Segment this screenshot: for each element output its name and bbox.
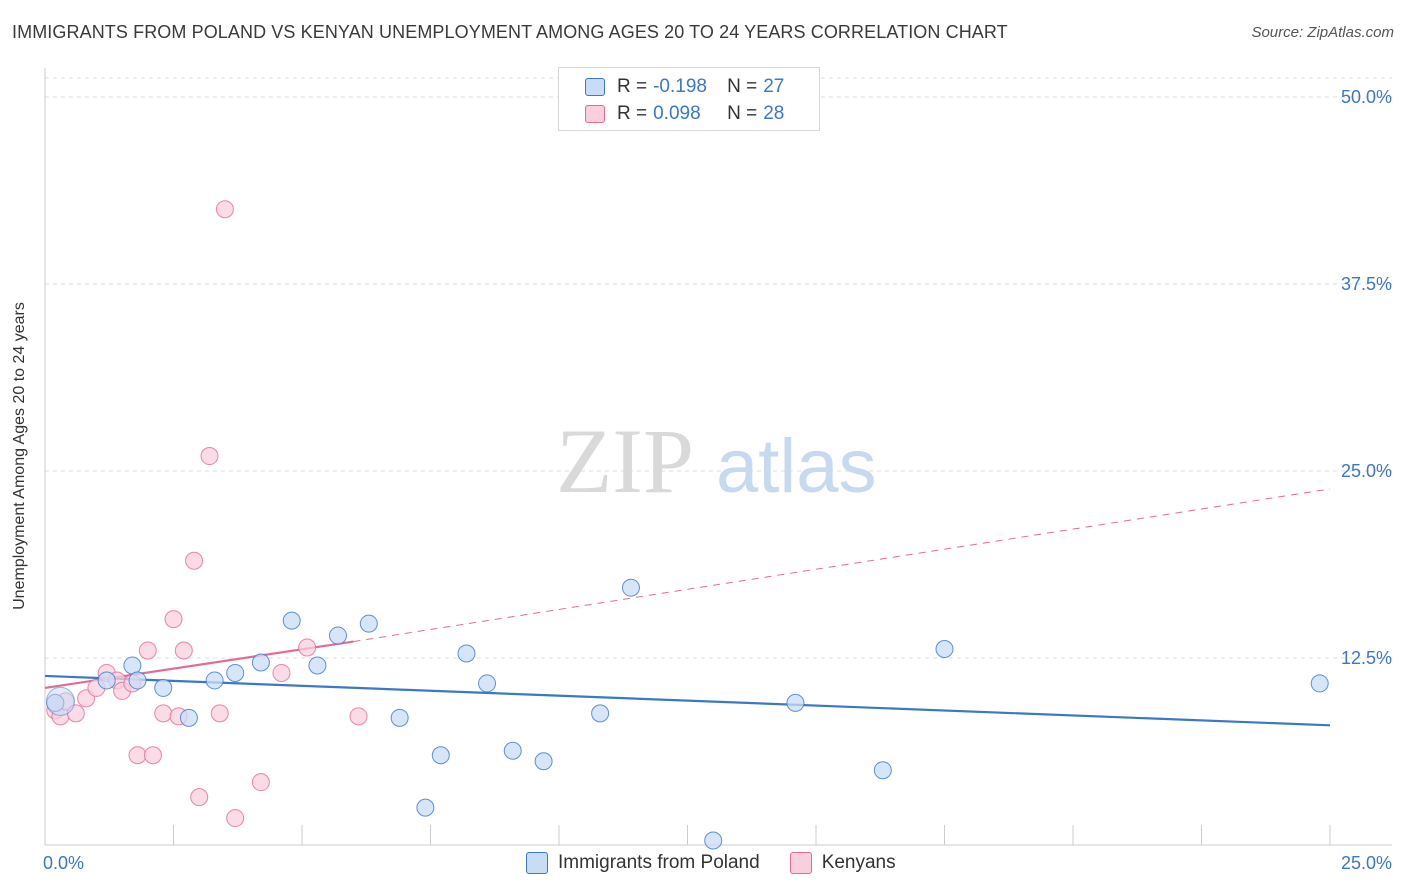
y-tick-label: 37.5% <box>1341 274 1392 294</box>
kenyans-point <box>226 809 245 828</box>
y-axis-title-text: Unemployment Among Ages 20 to 24 years <box>11 302 28 610</box>
trend-layer <box>44 488 1331 727</box>
x-tick-label: 25.0% <box>1341 853 1392 873</box>
y-tick-label: 12.5% <box>1341 648 1392 668</box>
kenyans-point <box>185 551 204 570</box>
poland-point <box>154 678 173 697</box>
n-value: 28 <box>763 103 785 124</box>
kenyans-legend-swatch <box>789 852 812 874</box>
legend-label-kenyans: Kenyans <box>821 852 896 873</box>
legend-item-kenyans[interactable]: Kenyans <box>789 852 896 874</box>
kenyans-point <box>251 773 270 792</box>
kenyans-point <box>215 200 234 219</box>
y-tick-label: 25.0% <box>1341 461 1392 481</box>
points-layer <box>45 200 1329 850</box>
poland-point <box>328 626 347 645</box>
legend-row-poland: R = -0.198 N = 27 <box>585 74 784 100</box>
n-label: N = <box>727 103 758 124</box>
poland-point <box>123 656 142 675</box>
chart-title: IMMIGRANTS FROM POLAND VS KENYAN UNEMPLO… <box>12 22 1008 42</box>
poland-point <box>179 708 198 727</box>
watermark-zip: ZIP <box>556 410 694 512</box>
poland-point <box>534 752 553 771</box>
kenyans-trend-line-dashed <box>353 488 1331 643</box>
r-value: 0.098 <box>653 103 701 124</box>
kenyans-point <box>210 704 229 723</box>
poland-point <box>591 704 610 723</box>
poland-point <box>416 798 435 817</box>
kenyans-point <box>164 610 183 629</box>
x-tick-label: 0.0% <box>43 853 84 873</box>
poland-point <box>390 708 409 727</box>
poland-point <box>478 674 497 693</box>
poland-point <box>935 640 954 659</box>
kenyans-point <box>138 641 157 660</box>
series-legend: Immigrants from Poland Kenyans <box>526 852 926 874</box>
kenyans-point <box>349 707 368 726</box>
kenyans-point <box>128 746 147 765</box>
poland-point <box>457 644 476 663</box>
poland-point <box>873 761 892 780</box>
r-value: -0.198 <box>653 76 707 97</box>
poland-point <box>251 653 270 672</box>
watermark: ZIP atlas <box>556 410 877 512</box>
poland-point <box>128 671 147 690</box>
poland-point <box>308 656 327 675</box>
kenyans-point <box>272 663 291 682</box>
y-tick-label: 50.0% <box>1341 87 1392 107</box>
r-label: R = <box>617 103 648 124</box>
poland-legend-swatch <box>526 852 548 874</box>
poland-point <box>205 671 224 690</box>
kenyans-point <box>154 704 173 723</box>
kenyans-point <box>143 746 162 765</box>
n-value: 27 <box>763 76 785 97</box>
poland-point <box>1310 674 1329 693</box>
poland-point <box>503 741 522 760</box>
kenyans-point <box>298 638 317 657</box>
poland-point <box>704 831 723 850</box>
poland-point <box>621 578 640 597</box>
poland-point <box>97 671 116 690</box>
poland-point <box>786 693 805 712</box>
source-label: Source: ZipAtlas.com <box>1251 24 1394 41</box>
poland-point <box>431 746 450 765</box>
r-label: R = <box>617 76 648 97</box>
kenyans-swatch <box>585 105 605 123</box>
tick-label-layer: 12.5% 25.0% 37.5% 50.0% 0.0% 25.0% <box>43 87 1392 873</box>
poland-trend-line <box>44 674 1331 727</box>
grid-layer <box>45 77 1392 659</box>
poland-point <box>282 611 301 630</box>
kenyans-point <box>174 641 193 660</box>
poland-swatch <box>585 78 605 96</box>
poland-point-cluster <box>45 686 75 716</box>
poland-point <box>359 614 378 633</box>
n-label: N = <box>727 76 758 97</box>
legend-item-poland[interactable]: Immigrants from Poland <box>526 852 760 874</box>
legend-row-kenyans: R = 0.098 N = 28 <box>585 101 784 127</box>
watermark-atlas: atlas <box>716 424 877 509</box>
legend-label-poland: Immigrants from Poland <box>558 852 760 873</box>
kenyans-point <box>190 788 209 807</box>
correlation-legend: R = -0.198 N = 27 R = 0.098 N = 28 <box>558 67 820 131</box>
kenyans-point <box>200 447 219 466</box>
poland-point <box>226 663 245 682</box>
